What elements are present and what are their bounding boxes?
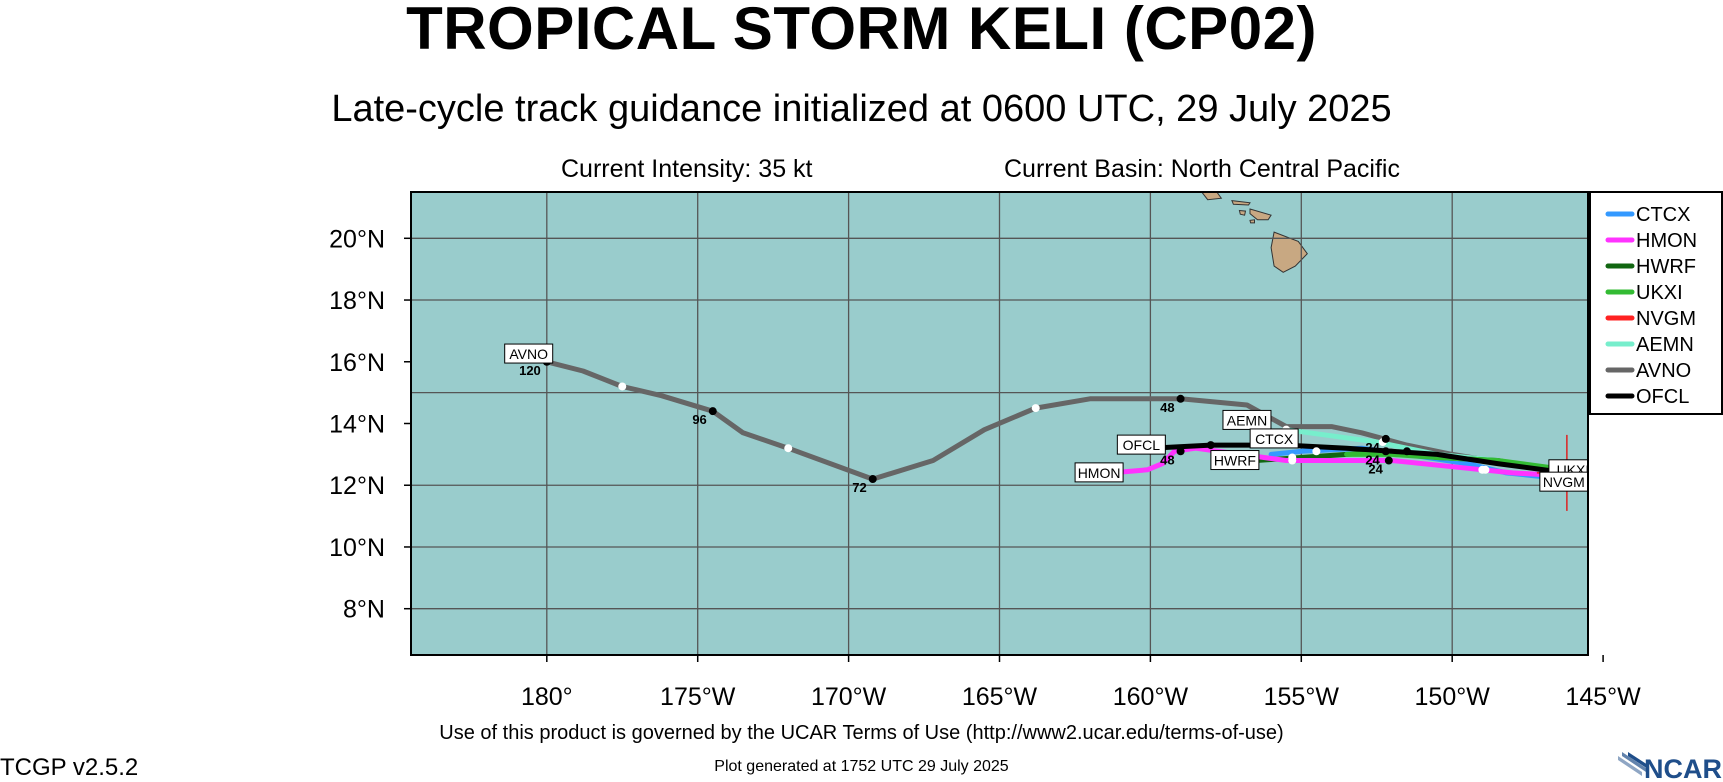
- track-point-avno: [1176, 394, 1185, 403]
- lon-tick-label: 145°W: [1565, 683, 1641, 711]
- lon-tick-label: 165°W: [962, 683, 1038, 711]
- terms-of-use-notice: Use of this product is governed by the U…: [439, 722, 1284, 744]
- track-map: 48729612048242424AVNOAEMNCTCXHWRFUKXINVG…: [329, 191, 1723, 711]
- track-tag-ofcl: OFCL: [1116, 434, 1166, 455]
- track-tag-box: [1210, 450, 1260, 471]
- track-tag-text: NVGM: [1543, 474, 1585, 490]
- island-maui: [1249, 208, 1272, 221]
- lon-tick-label: 170°W: [811, 683, 887, 711]
- track-point-ofcl: [1381, 434, 1390, 443]
- track-point-hmon: [1384, 456, 1393, 465]
- lat-tick-label: 14°N: [329, 411, 385, 439]
- island-hawaii-big-island: [1270, 231, 1308, 273]
- track-tag-avno: AVNO: [504, 343, 554, 364]
- track-point-hmon: [1478, 465, 1487, 474]
- legend-label-hwrf: HWRF: [1636, 256, 1696, 278]
- lon-tick-label: 150°W: [1415, 683, 1491, 711]
- track-point-hwrf: [1402, 447, 1411, 456]
- track-tag-text: AVNO: [509, 346, 548, 362]
- track-tag-aemn: AEMN: [1222, 409, 1272, 430]
- track-point-hmon: [1288, 456, 1297, 465]
- track-tag-box: [1074, 462, 1124, 483]
- lat-tick-label: 10°N: [329, 534, 385, 562]
- legend-label-avno: AVNO: [1636, 360, 1691, 382]
- legend-box: [1589, 191, 1723, 415]
- track-tag-text: CTCX: [1255, 431, 1294, 447]
- lat-tick-label: 20°N: [329, 225, 385, 253]
- forecast-hour-label: 48: [1160, 452, 1174, 467]
- legend-label-hmon: HMON: [1636, 230, 1697, 252]
- forecast-hour-label: 48: [1160, 400, 1174, 415]
- legend-label-ofcl: OFCL: [1636, 386, 1689, 408]
- track-tag-box: [504, 343, 554, 364]
- forecast-hour-label: 72: [852, 480, 866, 495]
- forecast-hour-label: 96: [692, 412, 706, 427]
- lon-tick-label: 175°W: [660, 683, 736, 711]
- lat-tick-label: 18°N: [329, 287, 385, 315]
- track-hmon: [1108, 445, 1570, 479]
- track-tag-text: HWRF: [1214, 453, 1256, 469]
- forecast-hour-label: 24: [1365, 452, 1380, 467]
- current-basin: Current Basin: North Central Pacific: [1004, 155, 1400, 183]
- track-point-avno: [708, 407, 717, 416]
- chart-subtitle: Late-cycle track guidance initialized at…: [331, 88, 1392, 130]
- forecast-hour-label: 24: [1368, 462, 1383, 477]
- plot-contents: 48729612048242424AVNOAEMNCTCXHWRFUKXINVG…: [411, 192, 1588, 655]
- track-tag-text: AEMN: [1227, 412, 1267, 428]
- ncar-logo-text: NCAR: [1644, 754, 1722, 780]
- version-label: TCGP v2.5.2: [0, 754, 139, 781]
- chart-title: TROPICAL STORM KELI (CP02): [406, 0, 1317, 62]
- island-kahoolawe: [1249, 219, 1255, 224]
- plot-generated-time: Plot generated at 1752 UTC 29 July 2025: [714, 758, 1009, 775]
- track-tag-box: [1116, 434, 1166, 455]
- track-point-avno: [868, 475, 877, 484]
- track-point-avno: [618, 382, 627, 391]
- legend-label-ukxi: UKXI: [1636, 282, 1683, 304]
- track-tag-ctcx: CTCX: [1249, 428, 1299, 449]
- track-tag-text: OFCL: [1123, 437, 1161, 453]
- track-tag-box: [1222, 409, 1272, 430]
- lat-tick-label: 12°N: [329, 472, 385, 500]
- island-oahu: [1201, 192, 1223, 201]
- track-tag-box: [1249, 428, 1299, 449]
- forecast-hour-label: 24: [1365, 440, 1380, 455]
- lon-tick-label: 155°W: [1264, 683, 1340, 711]
- ncar-logo: NCAR: [1618, 752, 1722, 780]
- island-lanai: [1238, 209, 1247, 216]
- track-tag-text: HMON: [1078, 465, 1121, 481]
- lat-tick-label: 16°N: [329, 349, 385, 377]
- track-ukxi: [1344, 451, 1570, 473]
- legend-label-ctcx: CTCX: [1636, 204, 1690, 226]
- track-tag-hmon: HMON: [1074, 462, 1124, 483]
- legend-label-nvgm: NVGM: [1636, 308, 1696, 330]
- track-ofcl: [1147, 442, 1570, 476]
- track-point-avno: [1031, 404, 1040, 413]
- track-point-hmon: [1176, 447, 1185, 456]
- track-point-avno: [784, 444, 793, 453]
- lon-tick-label: 180°: [521, 683, 573, 711]
- track-tag-nvgm: NVGM: [1539, 471, 1588, 492]
- track-tag-hwrf: HWRF: [1210, 450, 1260, 471]
- current-intensity: Current Intensity: 35 kt: [561, 155, 813, 183]
- forecast-hour-label: 120: [519, 363, 541, 378]
- track-point-ofcl: [1381, 447, 1390, 456]
- island-molokai: [1231, 200, 1251, 206]
- legend-label-aemn: AEMN: [1636, 334, 1694, 356]
- track-point-ctcx: [1312, 447, 1321, 456]
- lon-tick-label: 160°W: [1113, 683, 1189, 711]
- lat-tick-label: 8°N: [343, 596, 385, 624]
- track-point-ofcl: [1206, 441, 1215, 450]
